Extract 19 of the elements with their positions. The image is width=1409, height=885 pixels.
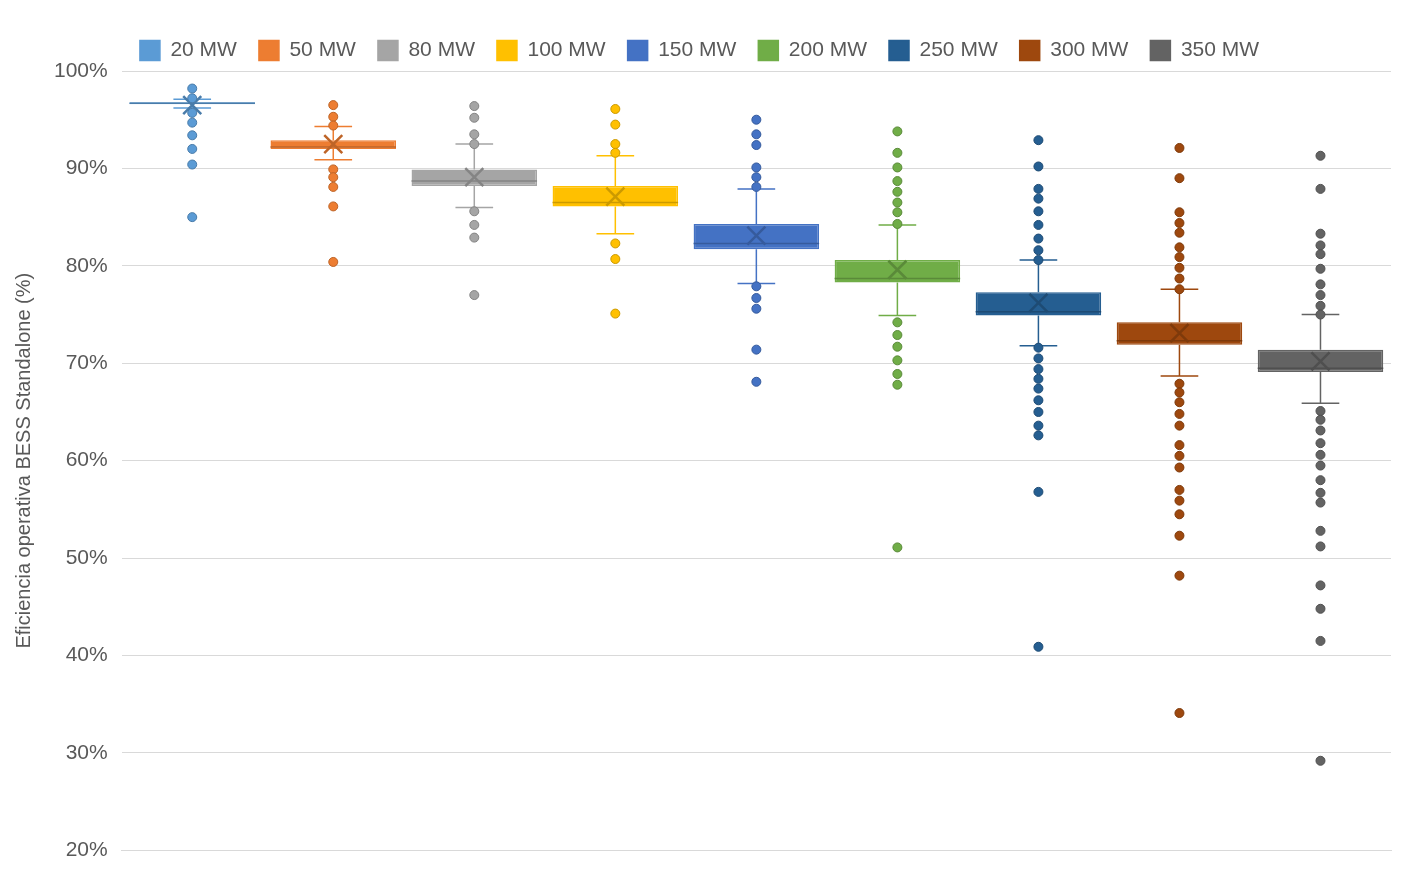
y-axis-title: Eficiencia operativa BESS Standalone (%) [11,272,34,649]
y-tick-label: 60% [65,447,108,471]
y-tick-label: 50% [65,544,108,568]
y-tick-label: 40% [65,642,108,666]
y-tick-label: 100% [53,57,108,81]
y-tick-label: 80% [65,252,108,276]
y-tick-label: 30% [65,739,108,763]
legend-label: 20 MW [170,37,238,61]
legend-label: 250 MW [919,37,998,61]
legend-label: 300 MW [1050,37,1129,61]
y-tick-label: 70% [65,350,108,374]
legend-label: 150 MW [658,37,737,61]
legend-label: 80 MW [408,37,476,61]
legend-label: 350 MW [1180,37,1260,61]
legend-label: 100 MW [527,37,606,61]
legend-label: 200 MW [788,37,868,61]
legend-label: 50 MW [289,37,357,61]
y-tick-label: 90% [65,155,108,179]
y-tick-label: 20% [65,837,108,861]
